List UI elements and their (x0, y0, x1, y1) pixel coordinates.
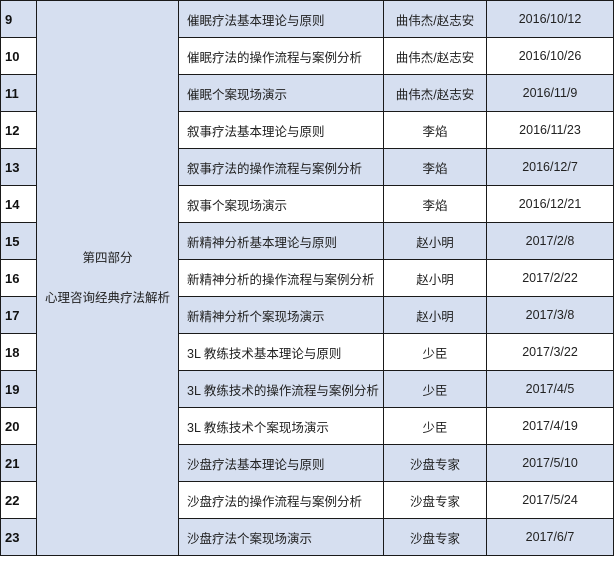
topic-cell: 催眠疗法的操作流程与案例分析 (178, 37, 384, 75)
row-number: 11 (0, 74, 37, 112)
date-cell: 2017/2/8 (486, 222, 614, 260)
date-cell: 2016/10/12 (486, 0, 614, 38)
topic-cell: 沙盘疗法基本理论与原则 (178, 444, 384, 482)
row-number: 14 (0, 185, 37, 223)
teacher-cell: 李焰 (383, 148, 487, 186)
row-number: 16 (0, 259, 37, 297)
row-number: 22 (0, 481, 37, 519)
table-row: 12 叙事疗法基本理论与原则 李焰 2016/11/23 (0, 111, 614, 149)
table-row: 13 叙事疗法的操作流程与案例分析 李焰 2016/12/7 (0, 148, 614, 186)
teacher-cell: 沙盘专家 (383, 481, 487, 519)
teacher-cell: 少臣 (383, 333, 487, 371)
row-number: 18 (0, 333, 37, 371)
date-cell: 2016/11/9 (486, 74, 614, 112)
teacher-cell: 曲伟杰/赵志安 (383, 74, 487, 112)
topic-cell: 催眠个案现场演示 (178, 74, 384, 112)
table-row: 9 第四部分 心理咨询经典疗法解析 催眠疗法基本理论与原则 曲伟杰/赵志安 201… (0, 0, 614, 556)
row-number: 19 (0, 370, 37, 408)
part-title: 第四部分 (82, 251, 133, 265)
table-row: 16 新精神分析的操作流程与案例分析 赵小明 2017/2/22 (0, 259, 614, 297)
date-cell: 2017/3/8 (486, 296, 614, 334)
teacher-cell: 赵小明 (383, 222, 487, 260)
table-row: 14 叙事个案现场演示 李焰 2016/12/21 (0, 185, 614, 223)
date-cell: 2017/5/10 (486, 444, 614, 482)
date-cell: 2017/5/24 (486, 481, 614, 519)
teacher-cell: 沙盘专家 (383, 518, 487, 556)
topic-cell: 3L 教练技术的操作流程与案例分析 (178, 370, 384, 408)
teacher-cell: 少臣 (383, 370, 487, 408)
topic-cell: 叙事疗法基本理论与原则 (178, 111, 384, 149)
topic-cell: 叙事个案现场演示 (178, 185, 384, 223)
part-subtitle: 心理咨询经典疗法解析 (44, 291, 170, 305)
teacher-cell: 少臣 (383, 407, 487, 445)
row-number: 10 (0, 37, 37, 75)
table-row: 11 催眠个案现场演示 曲伟杰/赵志安 2016/11/9 (0, 74, 614, 112)
date-cell: 2016/10/26 (486, 37, 614, 75)
topic-cell: 沙盘疗法的操作流程与案例分析 (178, 481, 384, 519)
table-row: 10 催眠疗法的操作流程与案例分析 曲伟杰/赵志安 2016/10/26 (0, 37, 614, 75)
topic-cell: 3L 教练技术基本理论与原则 (178, 333, 384, 371)
date-cell: 2016/11/23 (486, 111, 614, 149)
teacher-cell: 赵小明 (383, 296, 487, 334)
row-number: 23 (0, 518, 37, 556)
teacher-cell: 曲伟杰/赵志安 (383, 0, 487, 38)
topic-cell: 沙盘疗法个案现场演示 (178, 518, 384, 556)
date-cell: 2017/2/22 (486, 259, 614, 297)
topic-cell: 新精神分析的操作流程与案例分析 (178, 259, 384, 297)
row-number: 20 (0, 407, 37, 445)
row-number: 13 (0, 148, 37, 186)
table-row: 17 新精神分析个案现场演示 赵小明 2017/3/8 (0, 296, 614, 334)
row-number: 17 (0, 296, 37, 334)
table-row: 22 沙盘疗法的操作流程与案例分析 沙盘专家 2017/5/24 (0, 481, 614, 519)
row-number: 21 (0, 444, 37, 482)
table-row: 21 沙盘疗法基本理论与原则 沙盘专家 2017/5/10 (0, 444, 614, 482)
teacher-cell: 李焰 (383, 111, 487, 149)
teacher-cell: 李焰 (383, 185, 487, 223)
table-row: 23 沙盘疗法个案现场演示 沙盘专家 2017/6/7 (0, 518, 614, 556)
topic-cell: 催眠疗法基本理论与原则 (178, 0, 384, 38)
date-cell: 2017/4/19 (486, 407, 614, 445)
row-number: 12 (0, 111, 37, 149)
table-row: 20 3L 教练技术个案现场演示 少臣 2017/4/19 (0, 407, 614, 445)
teacher-cell: 赵小明 (383, 259, 487, 297)
teacher-cell: 曲伟杰/赵志安 (383, 37, 487, 75)
date-cell: 2017/3/22 (486, 333, 614, 371)
part-cell: 第四部分 心理咨询经典疗法解析 (36, 0, 179, 556)
topic-cell: 新精神分析基本理论与原则 (178, 222, 384, 260)
date-cell: 2017/4/5 (486, 370, 614, 408)
table-row: 19 3L 教练技术的操作流程与案例分析 少臣 2017/4/5 (0, 370, 614, 408)
table-row: 18 3L 教练技术基本理论与原则 少臣 2017/3/22 (0, 333, 614, 371)
teacher-cell: 沙盘专家 (383, 444, 487, 482)
row-number: 9 (0, 0, 37, 38)
topic-cell: 新精神分析个案现场演示 (178, 296, 384, 334)
schedule-body: 9 第四部分 心理咨询经典疗法解析 催眠疗法基本理论与原则 曲伟杰/赵志安 201… (0, 0, 614, 556)
date-cell: 2016/12/21 (486, 185, 614, 223)
date-cell: 2016/12/7 (486, 148, 614, 186)
table-row: 15 新精神分析基本理论与原则 赵小明 2017/2/8 (0, 222, 614, 260)
schedule-table: 9 第四部分 心理咨询经典疗法解析 催眠疗法基本理论与原则 曲伟杰/赵志安 201… (0, 0, 614, 556)
row-number: 15 (0, 222, 37, 260)
topic-cell: 叙事疗法的操作流程与案例分析 (178, 148, 384, 186)
date-cell: 2017/6/7 (486, 518, 614, 556)
topic-cell: 3L 教练技术个案现场演示 (178, 407, 384, 445)
